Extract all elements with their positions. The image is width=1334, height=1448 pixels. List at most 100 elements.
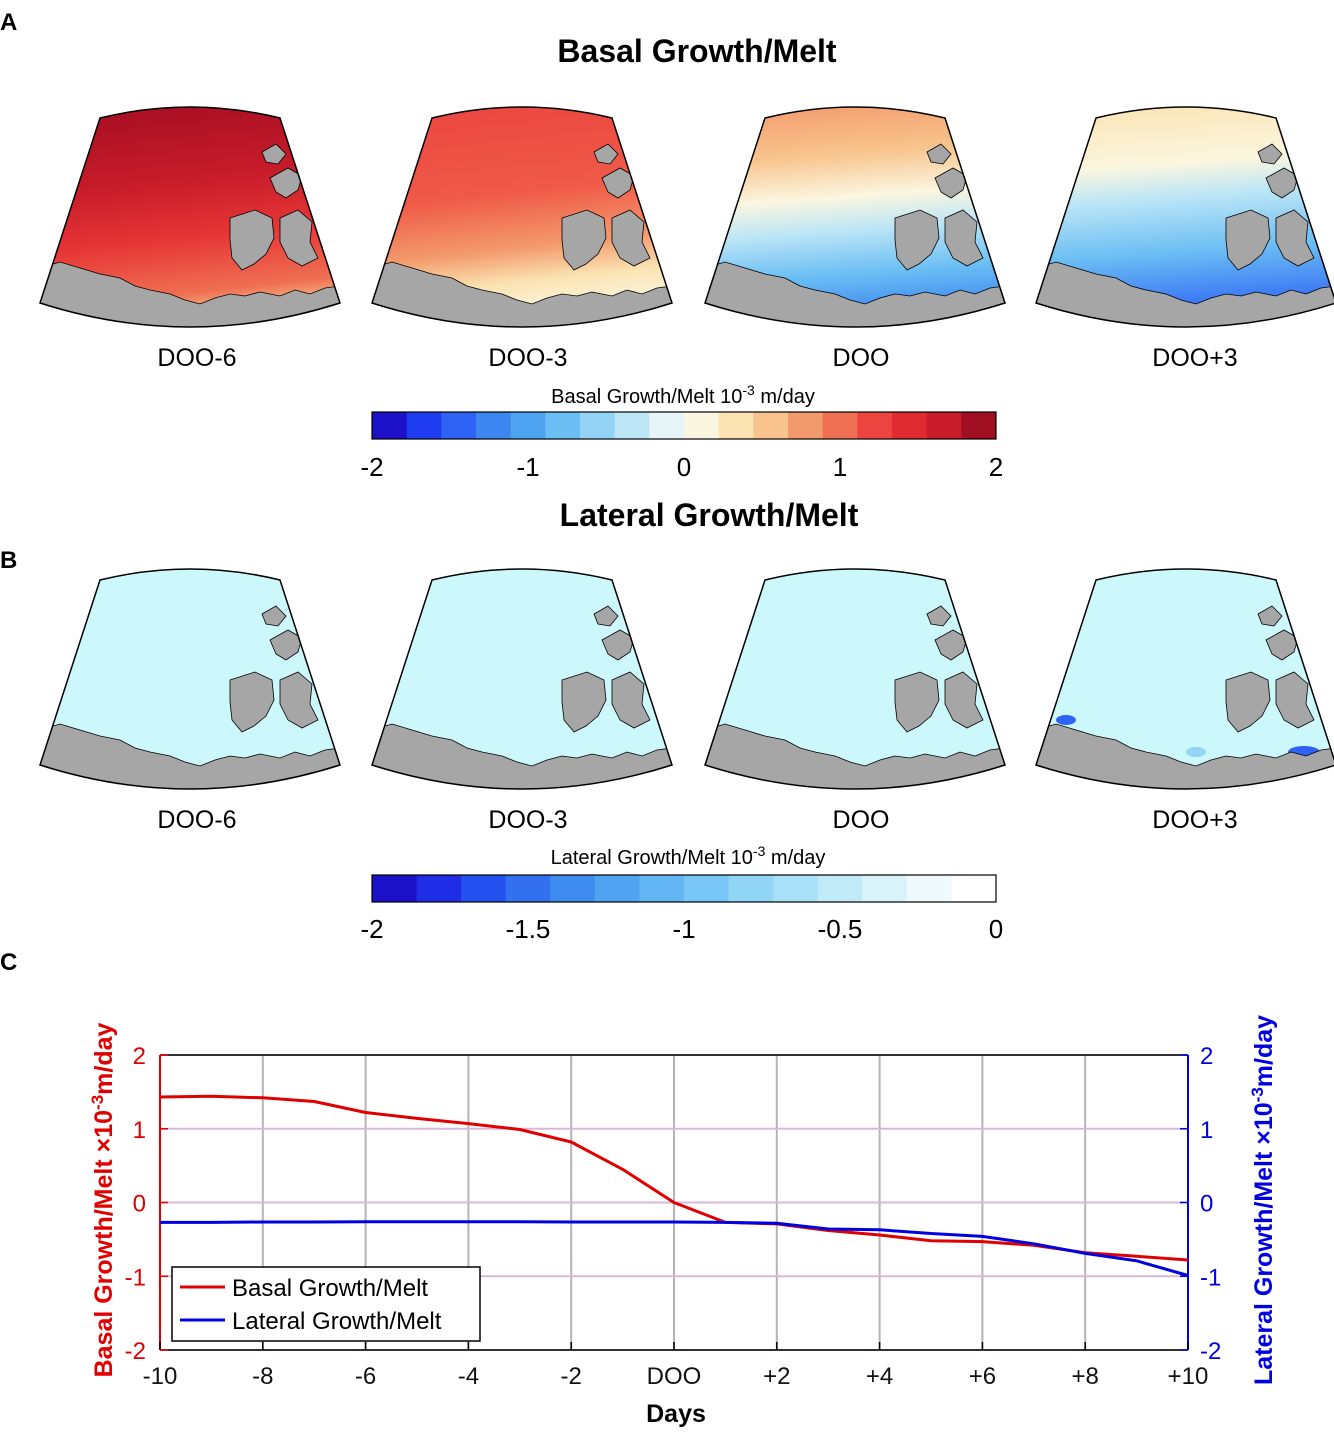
x-axis-label: Days — [646, 1400, 706, 1428]
y-tick-label-left: 2 — [133, 1043, 146, 1070]
land-mass — [1275, 671, 1315, 729]
map-field — [372, 107, 672, 327]
x-tick-label: +8 — [1072, 1363, 1099, 1390]
y-tick-label-right: -1 — [1200, 1264, 1221, 1291]
x-tick-label: DOO — [647, 1363, 702, 1390]
land-mass — [561, 671, 607, 733]
map-a-3 — [704, 106, 1006, 328]
y-tick-label-right: 2 — [1200, 1043, 1213, 1070]
land-mass — [593, 605, 619, 627]
panel-b-maps — [39, 568, 1334, 790]
map-frame — [1035, 106, 1334, 328]
colorbar-a-tick: -2 — [360, 452, 383, 482]
map-b-3 — [704, 568, 1006, 790]
colorbar-swatch — [406, 412, 442, 439]
land-mass — [1265, 167, 1299, 199]
land-mass — [1225, 671, 1271, 733]
panel-a-label: A — [0, 9, 17, 36]
land-mass — [944, 671, 984, 729]
land-mass — [926, 143, 952, 165]
colorbar-swatch — [461, 875, 507, 902]
x-tick-label: -6 — [355, 1363, 376, 1390]
land-mass — [934, 629, 968, 661]
land-mass — [926, 605, 952, 627]
map-field — [1036, 569, 1334, 789]
panel-a-maps — [39, 106, 1334, 328]
land-mass — [1257, 143, 1283, 165]
y-tick-label-right: 1 — [1200, 1117, 1213, 1144]
colorbar-b-label: Lateral Growth/Melt 10-3 m/day — [551, 843, 826, 869]
colorbar-swatch — [817, 875, 863, 902]
colorbar-swatch — [728, 875, 774, 902]
land-mass — [601, 629, 635, 661]
colorbar-frame — [371, 874, 997, 903]
colorbar-swatch — [372, 875, 418, 902]
land-mass — [1265, 629, 1299, 661]
x-tick-label: -10 — [143, 1363, 178, 1390]
panel-a-title: Basal Growth/Melt — [557, 33, 837, 69]
map-b-2 — [371, 568, 673, 790]
map-frame — [1035, 568, 1334, 790]
y-tick-label-left: -2 — [125, 1338, 146, 1365]
map-field — [40, 107, 340, 327]
land-mass — [1257, 605, 1283, 627]
land-mass — [894, 671, 940, 733]
x-tick-label: +2 — [763, 1363, 790, 1390]
y-tick-label-right: 0 — [1200, 1191, 1213, 1218]
y-tick-label-left: 1 — [133, 1117, 146, 1144]
land-mass — [261, 605, 287, 627]
x-tick-label: -2 — [561, 1363, 582, 1390]
x-tick-label: +4 — [866, 1363, 893, 1390]
map-frame — [704, 106, 1006, 328]
colorbar-b-tick: -1 — [672, 914, 695, 944]
colorbar-swatch — [951, 875, 997, 902]
colorbar-swatch — [892, 412, 928, 439]
colorbar-swatch — [961, 412, 997, 439]
map-a-1 — [39, 106, 341, 328]
melt-patch — [1186, 747, 1206, 757]
colorbar-swatch — [788, 412, 824, 439]
colorbar-swatch — [773, 875, 819, 902]
colorbar-swatch — [753, 412, 789, 439]
map-field — [705, 569, 1005, 789]
land-mass — [1275, 209, 1315, 267]
y-tick-label-right: -2 — [1200, 1338, 1221, 1365]
map-frame — [371, 568, 673, 790]
colorbar-b-tick: -0.5 — [818, 914, 863, 944]
colorbar-a-tick: 1 — [833, 452, 847, 482]
map-frame — [39, 106, 341, 328]
panel-b-title: Lateral Growth/Melt — [560, 497, 859, 533]
map-frame — [704, 568, 1006, 790]
map-caption-a-1: DOO-6 — [157, 344, 236, 372]
colorbar-swatch — [906, 875, 952, 902]
map-caption-b-4: DOO+3 — [1152, 806, 1237, 834]
land-mass — [261, 143, 287, 165]
y-axis-right-label: Lateral Growth/Melt ×10-3m/day — [1248, 1015, 1278, 1385]
colorbar-swatch — [545, 412, 581, 439]
colorbar-swatch — [476, 412, 512, 439]
map-field — [1036, 107, 1334, 327]
map-a-4 — [1035, 106, 1334, 328]
colorbar-swatch — [372, 412, 408, 439]
land-mass — [1225, 209, 1271, 271]
colorbar-b-tick: -2 — [360, 914, 383, 944]
map-caption-b-2: DOO-3 — [488, 806, 567, 834]
x-tick-label: -8 — [252, 1363, 273, 1390]
map-field — [705, 107, 1005, 327]
land-mass — [279, 671, 319, 729]
colorbar-swatch — [639, 875, 685, 902]
colorbar-a-tick: -1 — [516, 452, 539, 482]
land-mass — [611, 671, 651, 729]
map-field — [372, 569, 672, 789]
land-mass — [601, 167, 635, 199]
colorbar-swatch — [862, 875, 908, 902]
colorbar-swatch — [857, 412, 893, 439]
colorbar-a-tick: 0 — [677, 452, 691, 482]
map-b-1 — [39, 568, 341, 790]
legend-label-lateral: Lateral Growth/Melt — [232, 1308, 442, 1335]
colorbar-a-tick: 2 — [989, 452, 1003, 482]
colorbar-swatch — [441, 412, 477, 439]
y-tick-label-left: 0 — [133, 1191, 146, 1218]
series-line-basal — [159, 1094, 1189, 1262]
